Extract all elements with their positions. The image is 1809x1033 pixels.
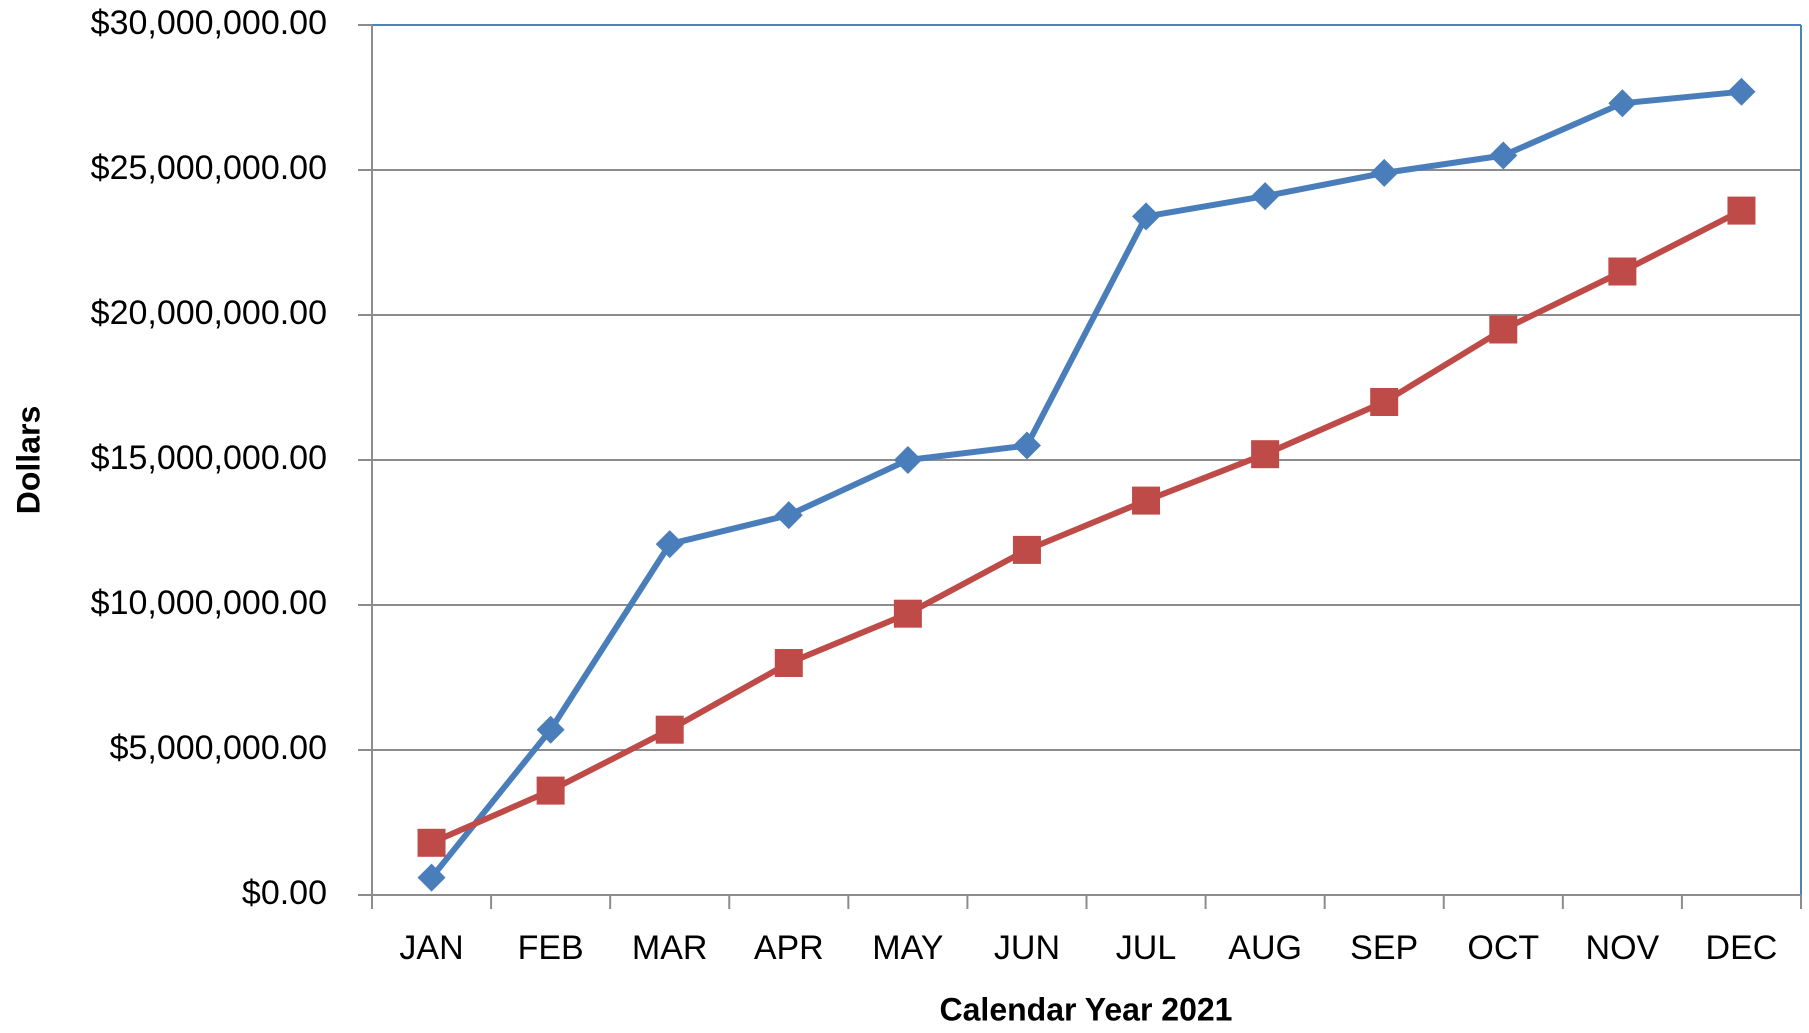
point-marker	[1489, 141, 1518, 170]
x-tick-label: JUL	[1116, 929, 1176, 967]
point-marker	[1727, 77, 1756, 106]
x-tick-label: APR	[754, 929, 824, 967]
y-tick-label: $5,000,000.00	[110, 729, 327, 767]
point-marker	[417, 863, 446, 892]
point-marker	[1132, 202, 1161, 231]
y-axis-title: Dollars	[10, 406, 46, 514]
x-axis-title: Calendar Year 2021	[940, 991, 1233, 1027]
x-tick-label: JUN	[994, 929, 1060, 967]
y-tick-label: $0.00	[242, 874, 327, 912]
point-marker	[774, 501, 803, 530]
point-marker	[1251, 182, 1280, 211]
point-marker	[1370, 158, 1399, 187]
point-marker	[655, 530, 684, 559]
x-tick-label: DEC	[1706, 929, 1778, 967]
x-tick-label: SEP	[1350, 929, 1418, 967]
x-tick-label: JAN	[399, 929, 463, 967]
x-tick-label: OCT	[1467, 929, 1539, 967]
point-marker	[417, 828, 446, 857]
point-marker	[1489, 315, 1518, 344]
point-marker	[1012, 431, 1041, 460]
point-marker	[1608, 89, 1637, 118]
x-tick-label: NOV	[1586, 929, 1660, 967]
point-marker	[1727, 196, 1756, 225]
point-marker	[1132, 486, 1161, 515]
point-marker	[536, 776, 565, 805]
x-tick-label: MAR	[632, 929, 708, 967]
y-tick-label: $20,000,000.00	[91, 294, 327, 332]
point-marker	[893, 446, 922, 474]
point-marker	[1608, 257, 1637, 286]
point-marker	[1012, 535, 1041, 564]
x-tick-label: MAY	[872, 929, 943, 967]
series-line	[430, 207, 1743, 846]
x-tick-label: FEB	[518, 929, 584, 967]
point-marker	[1251, 440, 1280, 469]
y-tick-label: $10,000,000.00	[91, 584, 327, 622]
point-marker	[1370, 388, 1399, 416]
point-marker	[774, 649, 803, 677]
series-line	[429, 88, 1742, 880]
point-marker	[893, 599, 922, 628]
y-tick-label: $25,000,000.00	[91, 149, 327, 187]
y-tick-label: $30,000,000.00	[91, 4, 327, 42]
x-tick-label: AUG	[1228, 929, 1302, 967]
y-tick-label: $15,000,000.00	[91, 439, 327, 477]
point-marker	[655, 715, 684, 744]
point-marker	[536, 715, 565, 744]
